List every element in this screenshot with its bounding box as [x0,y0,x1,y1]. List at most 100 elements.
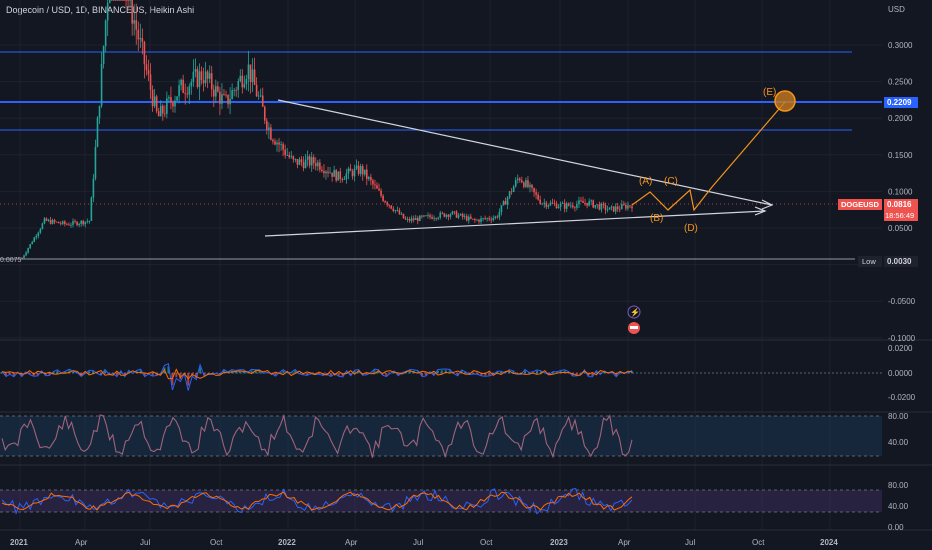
candle-body [551,202,554,204]
candle-body [433,218,435,220]
candle-body [45,218,48,221]
candle-body [557,206,560,209]
candle-body [288,155,291,158]
candle-body [347,168,350,174]
candle-body [439,212,442,218]
macd-histogram-bar [579,373,582,375]
candle-body [363,169,366,175]
candle-body [359,166,362,174]
candle-body [506,197,509,205]
candle-body [400,213,403,215]
macd-histogram-bar [250,370,253,374]
candle-body [290,156,293,158]
candle-body [266,120,268,130]
candle-body [357,165,360,174]
macd-histogram-bar [92,371,95,374]
macd-histogram-bar [123,373,126,376]
candle-body [259,95,262,97]
candle-body [208,73,211,79]
symbol-tag-bg [838,199,882,210]
price-tick-label: 0.3000 [888,41,913,50]
macd-histogram-bar [365,373,368,375]
macd-histogram-bar [238,370,241,374]
macd-histogram-bar [179,373,182,380]
low-value-tag-bg [884,256,918,267]
candle-body [518,178,521,181]
candle-body [117,0,119,1]
candle-body [263,106,266,121]
candle-body [47,219,50,221]
candle-body [523,182,525,187]
macd-histogram-bar [373,370,376,374]
wave-path [631,101,786,212]
macd-histogram-bar [484,373,487,376]
candle-body [102,46,105,65]
macd-histogram-bar [290,372,293,374]
macd-histogram-bar [143,373,146,376]
candle-body [410,218,413,221]
candle-body [416,217,419,222]
low-tag-value: 0.0030 [887,257,912,266]
low-tag-label: Low [862,257,876,266]
macd-histogram-bar [448,370,451,374]
candle-body [600,203,603,210]
candle-body [388,204,391,206]
time-axis: 2021 Apr Jul Oct 2022 Apr Jul Oct 2023 Apr Jul Oct 2… [10,538,838,547]
macd-tick-label: -0.0200 [888,393,916,402]
candle-body [594,205,597,208]
candle-body [286,155,289,156]
candle-body [447,214,450,217]
candle-body [284,149,286,156]
signal-line [1,368,633,380]
candle-body [414,217,417,221]
candle-body [182,79,184,93]
candle-body [580,200,582,202]
candle-body [390,205,393,209]
candle-body [419,215,421,222]
candle-body [253,69,256,85]
candle-body [394,210,397,212]
macd-histogram-bar [563,370,566,374]
candle-body [569,205,572,207]
candle-body [576,204,578,208]
candle-body [378,188,380,191]
macd-histogram-bar [547,373,550,375]
candle-body [459,213,462,216]
candle-body [602,203,605,205]
macd-histogram-bar [432,373,435,376]
macd-histogram-bar [405,371,408,374]
candle-body [310,157,313,166]
candle-body [476,219,478,221]
candle-body [467,216,470,221]
last-price-value: 0.0816 [887,200,912,209]
macd-histogram-bar [377,370,380,374]
macd-histogram-bar [591,373,594,376]
candle-body [53,220,56,222]
time-tick-label: Oct [752,538,765,547]
candle-body [539,199,541,204]
candle-body [166,98,168,114]
macd-histogram-bar [52,371,55,374]
candle-body [188,86,191,95]
price-tick-label: 0.0500 [888,224,913,233]
candle-body [498,211,501,218]
candle-body [335,170,337,181]
macd-histogram-bar [139,370,142,374]
macd-histogram-bar [119,371,122,374]
wave-label-b: (B) [650,213,663,224]
candle-body [421,215,423,217]
candle-body [612,206,615,212]
lower-trendline [264,210,766,237]
candle-body [174,100,176,107]
macd-histogram-bar [72,371,75,374]
time-tick-label: Oct [210,538,223,547]
macd-histogram-bar [222,370,225,374]
candle-body [351,170,354,177]
candle-body [535,192,537,195]
candle-body [270,127,272,140]
candle-body [80,220,82,224]
horizontal-levels [0,51,882,260]
candle-body [514,180,517,187]
macd-histogram-bar [353,371,356,374]
